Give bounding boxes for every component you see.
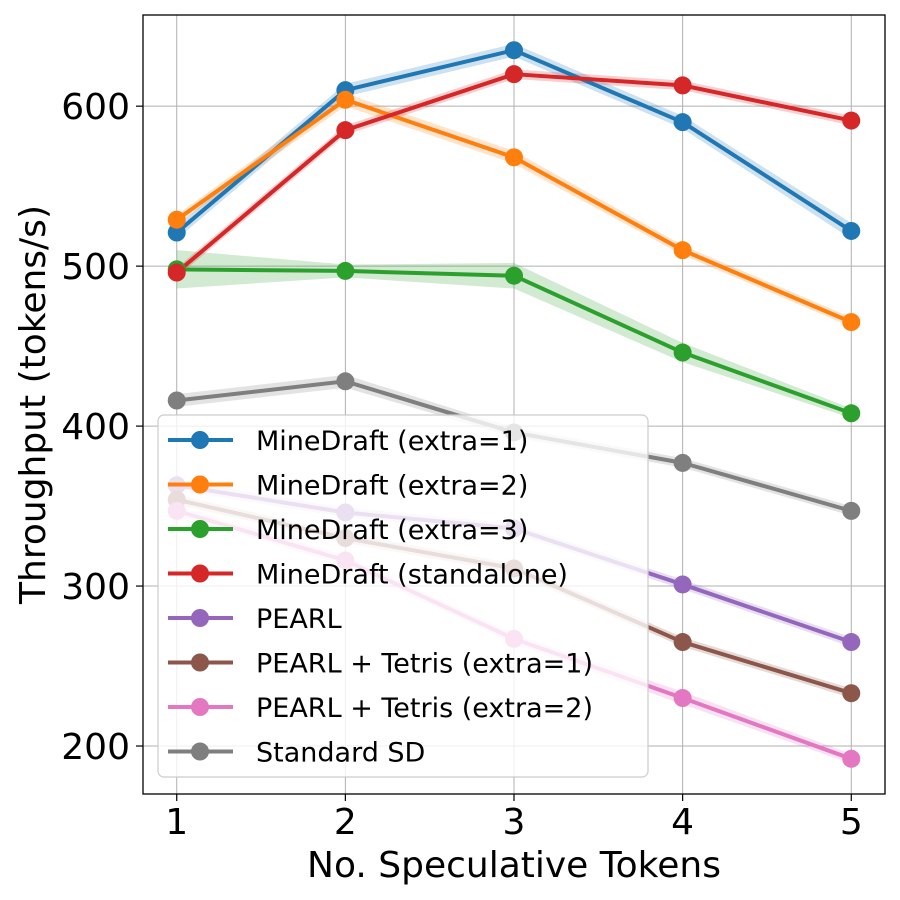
x-axis-label: No. Speculative Tokens — [307, 845, 721, 886]
legend-marker-minedraft-extra-1 — [191, 431, 209, 449]
legend-label-pearl-tetris-extra-1: PEARL + Tetris (extra=1) — [256, 649, 593, 680]
point-pearl-tetris-extra-2 — [673, 689, 692, 708]
point-minedraft-extra-1 — [167, 223, 186, 242]
legend: MineDraft (extra=1) MineDraft (extra=2) Mi… — [157, 414, 649, 778]
legend-label-minedraft-extra-2: MineDraft (extra=2) — [256, 471, 528, 502]
point-pearl-tetris-extra-2 — [842, 749, 861, 768]
band-standard-sd — [176, 374, 852, 516]
legend-box — [157, 414, 649, 778]
point-minedraft-standalone — [673, 76, 692, 95]
y-tick-label: 500 — [61, 247, 130, 288]
legend-marker-minedraft-standalone — [191, 564, 209, 583]
point-minedraft-extra-2 — [336, 90, 355, 109]
point-minedraft-standalone — [842, 111, 861, 130]
legend-label-pearl: PEARL — [256, 604, 342, 635]
point-minedraft-standalone — [336, 121, 355, 140]
x-tick-label: 5 — [840, 802, 863, 843]
point-pearl-tetris-extra-1 — [842, 684, 861, 703]
point-minedraft-extra-2 — [842, 313, 861, 332]
point-minedraft-extra-3 — [842, 404, 861, 423]
x-tick-label: 4 — [671, 802, 694, 843]
x-axis-ticks: 1 2 3 4 5 — [165, 794, 863, 843]
legend-label-minedraft-extra-3: MineDraft (extra=3) — [256, 515, 528, 546]
point-minedraft-extra-3 — [336, 261, 355, 280]
y-tick-label: 600 — [61, 87, 130, 128]
y-tick-label: 300 — [61, 567, 130, 608]
x-tick-label: 3 — [503, 802, 526, 843]
point-minedraft-extra-3 — [505, 266, 523, 285]
point-minedraft-standalone — [167, 263, 186, 282]
y-axis-ticks: 200 300 400 500 600 — [61, 87, 143, 768]
point-standard-sd — [336, 372, 355, 391]
point-minedraft-extra-2 — [673, 241, 692, 260]
point-minedraft-extra-2 — [167, 210, 186, 229]
legend-label-minedraft-standalone: MineDraft (standalone) — [256, 560, 568, 591]
point-minedraft-standalone — [505, 65, 523, 84]
point-standard-sd — [673, 453, 692, 472]
point-pearl-tetris-extra-1 — [673, 633, 692, 652]
x-tick-label: 1 — [165, 802, 188, 843]
legend-marker-pearl — [191, 609, 209, 627]
legend-marker-minedraft-extra-2 — [191, 475, 209, 494]
point-pearl — [673, 575, 692, 594]
point-minedraft-extra-3 — [673, 343, 692, 362]
x-tick-label: 2 — [334, 802, 357, 843]
point-minedraft-extra-2 — [505, 148, 523, 167]
legend-marker-standard-sd — [191, 742, 209, 761]
legend-label-minedraft-extra-1: MineDraft (extra=1) — [256, 426, 528, 457]
point-minedraft-extra-1 — [673, 113, 692, 132]
point-minedraft-extra-1 — [842, 221, 861, 240]
legend-marker-pearl-tetris-extra-1 — [191, 653, 209, 672]
legend-label-pearl-tetris-extra-2: PEARL + Tetris (extra=2) — [256, 693, 593, 724]
point-minedraft-extra-1 — [505, 41, 523, 60]
point-standard-sd — [842, 501, 861, 520]
legend-label-standard-sd: Standard SD — [256, 738, 425, 769]
legend-marker-pearl-tetris-extra-2 — [191, 698, 209, 716]
legend-marker-minedraft-extra-3 — [191, 520, 209, 538]
point-standard-sd — [167, 391, 186, 410]
y-axis-label: Throughput (tokens/s) — [13, 205, 54, 605]
point-pearl — [842, 633, 861, 652]
y-tick-label: 400 — [61, 407, 130, 448]
y-tick-label: 200 — [61, 727, 130, 768]
